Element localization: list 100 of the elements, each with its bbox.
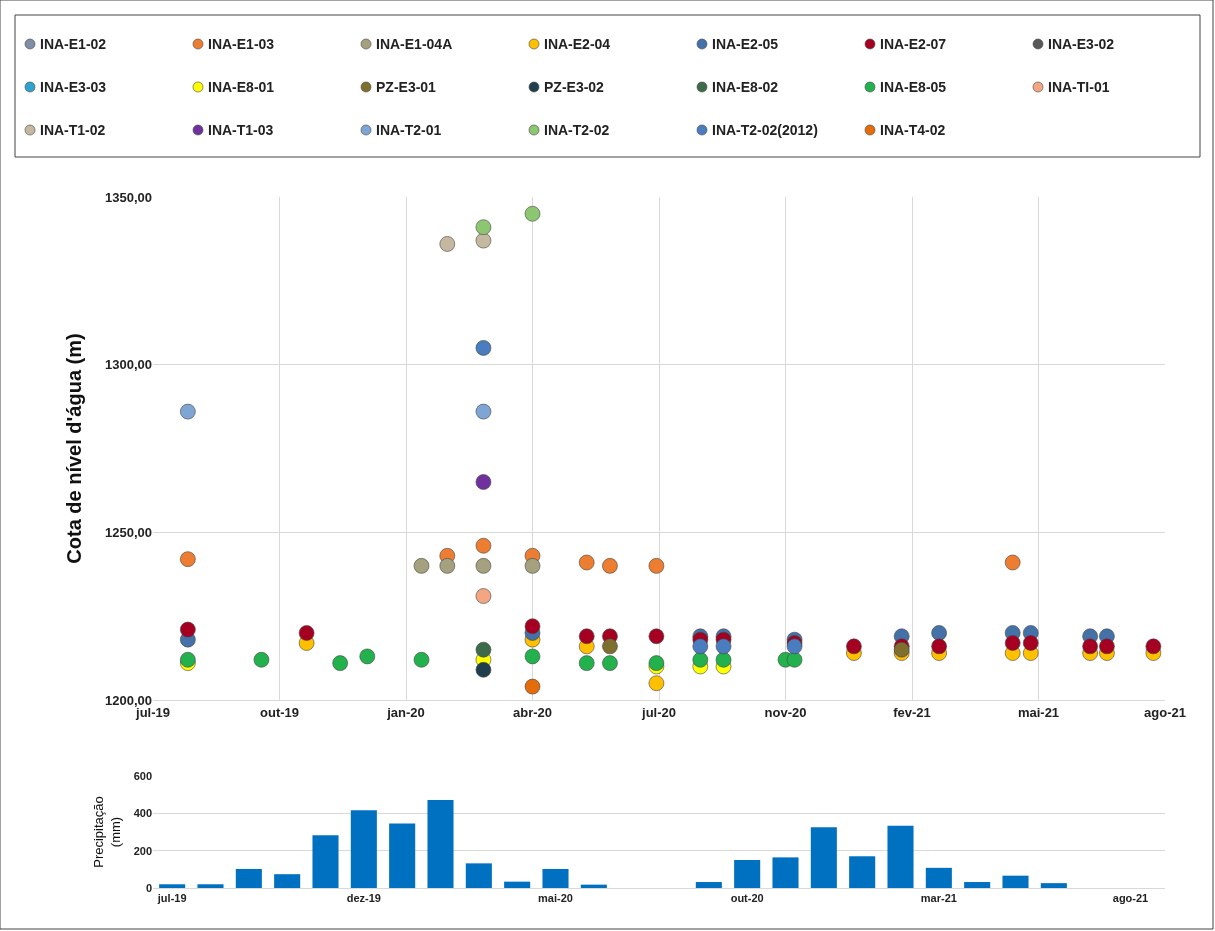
y-tick-label: 1350,00 [105, 189, 152, 205]
point [578, 655, 595, 671]
legend-label: INA-E2-04 [544, 36, 611, 52]
x-tick-label: mar-21 [920, 892, 957, 905]
bar [235, 868, 262, 888]
point [180, 651, 196, 668]
point [715, 651, 732, 668]
y-axis-title: Cota de nível d'água (m) [62, 333, 85, 564]
x-tick-label: fev-21 [893, 704, 931, 720]
legend-label: INA-E8-01 [208, 79, 275, 95]
point [648, 675, 665, 692]
bar [849, 856, 876, 888]
bar [734, 860, 761, 888]
legend-label: INA-E8-05 [880, 79, 947, 95]
x-tick-label: out-19 [260, 704, 299, 720]
y-tick-label: 0 [145, 881, 152, 894]
point [475, 641, 492, 658]
point [298, 625, 315, 641]
point [1004, 635, 1021, 651]
point [786, 638, 803, 655]
point [332, 655, 348, 671]
point [931, 625, 947, 641]
point [475, 474, 492, 490]
legend-label: INA-E3-02 [1048, 36, 1115, 52]
x-tick-label: abr-20 [512, 704, 553, 720]
bar [810, 827, 837, 888]
bar [1002, 875, 1029, 888]
point [524, 205, 541, 222]
bar [504, 881, 531, 888]
point [1004, 554, 1021, 571]
bar [312, 835, 339, 888]
y-axis-title: Precipitação (mm) [90, 796, 123, 868]
point [578, 554, 595, 571]
bar [465, 863, 492, 888]
point [439, 558, 456, 574]
point [524, 678, 541, 695]
bar [542, 868, 569, 888]
legend-label: INA-E2-05 [712, 36, 779, 52]
point [648, 628, 665, 645]
point [1022, 635, 1039, 651]
point [524, 648, 541, 665]
point [524, 618, 541, 635]
point [413, 651, 430, 668]
point [180, 551, 196, 567]
y-tick-label: 1300,00 [105, 357, 152, 373]
point [413, 558, 430, 574]
point [648, 558, 665, 574]
point [602, 638, 618, 655]
point [475, 558, 492, 574]
point [475, 340, 492, 356]
x-tick-label: jul-20 [641, 704, 676, 720]
legend-label: PZ-E3-02 [544, 79, 605, 95]
bar [389, 823, 416, 888]
x-tick-label: nov-20 [764, 704, 807, 720]
bar [350, 810, 377, 888]
bar [197, 884, 224, 888]
point [180, 403, 196, 420]
bar [427, 799, 454, 888]
point [475, 232, 492, 249]
point [253, 651, 270, 668]
point [1082, 638, 1098, 655]
point [692, 651, 709, 668]
point [602, 558, 618, 574]
point [475, 537, 492, 554]
bar [925, 867, 952, 888]
point [1099, 638, 1115, 655]
bar [274, 874, 301, 888]
x-tick-label: jul-19 [156, 892, 187, 905]
y-tick-label: 200 [133, 844, 152, 857]
legend-label: INA-E8-02 [712, 79, 779, 95]
bar [695, 882, 722, 888]
point [475, 403, 492, 420]
legend-label: INA-TI-01 [1048, 79, 1110, 95]
bar [159, 884, 186, 888]
point [475, 219, 492, 235]
legend-label: INA-T2-02(2012) [712, 122, 818, 138]
point [1145, 638, 1162, 655]
point [846, 638, 862, 655]
legend-label: INA-E1-03 [208, 36, 275, 52]
y-tick-label: 600 [133, 769, 152, 782]
x-tick-label: mai-21 [1017, 704, 1060, 720]
point [475, 588, 492, 604]
bar [772, 857, 799, 888]
point [439, 236, 456, 252]
legend-label: INA-T2-02 [544, 122, 610, 138]
legend-label: INA-E2-07 [880, 36, 947, 52]
y-tick-label: 400 [133, 807, 152, 820]
point [602, 655, 618, 671]
y-tick-label: 1200,00 [105, 692, 152, 708]
point [180, 621, 196, 638]
bar [1040, 883, 1067, 888]
legend-label: INA-E3-03 [40, 79, 107, 95]
x-tick-label: out-20 [730, 892, 764, 905]
point [786, 651, 803, 668]
legend-label: INA-T2-01 [376, 122, 442, 138]
point [578, 628, 595, 645]
bar [887, 825, 914, 888]
point [931, 638, 947, 655]
x-tick-label: ago-21 [1144, 704, 1186, 720]
legend-label: INA-T4-02 [880, 122, 946, 138]
